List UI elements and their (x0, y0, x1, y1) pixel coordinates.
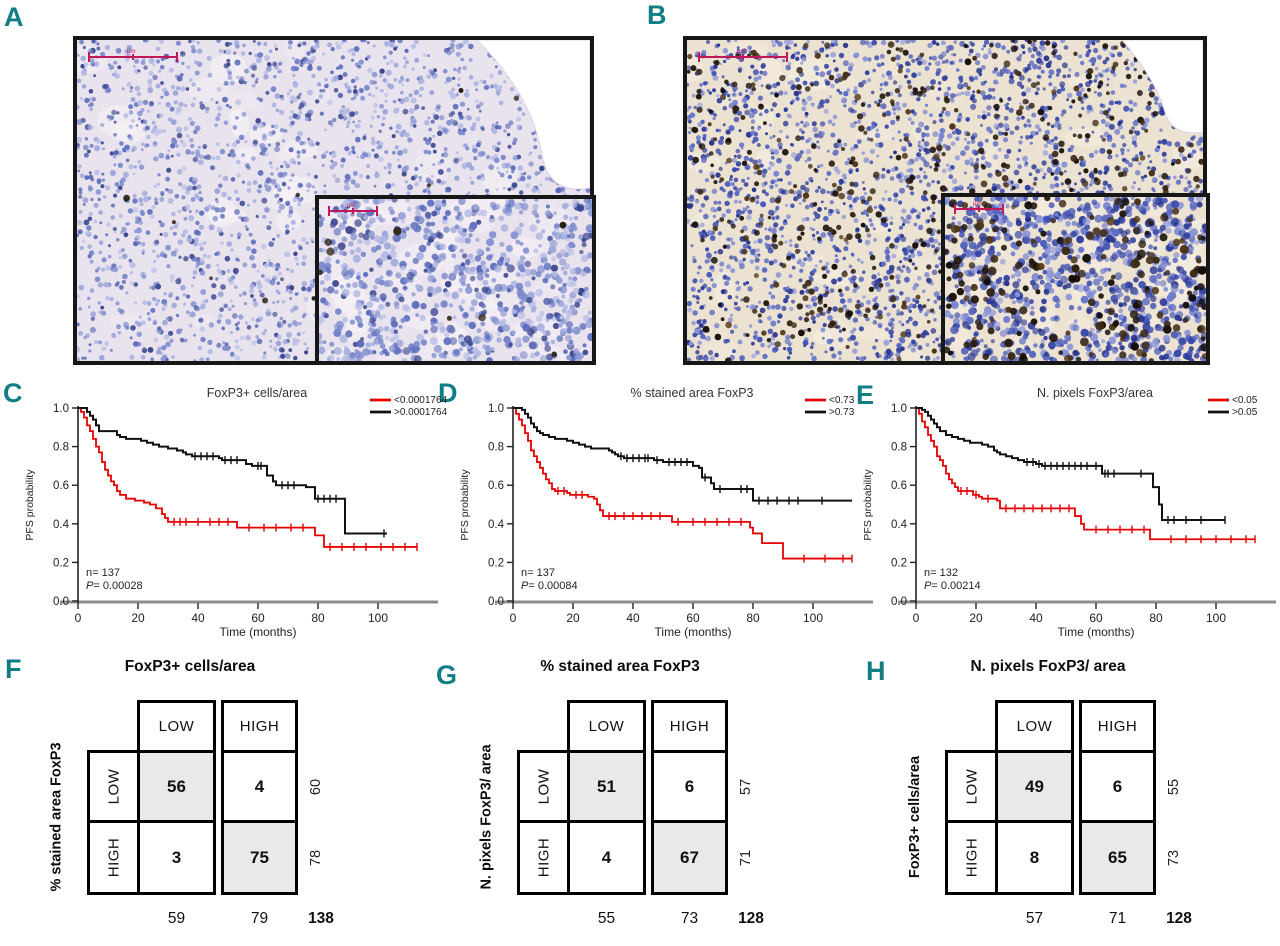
cell-high-high: 65 (1079, 820, 1156, 895)
col-header-low: LOW (995, 700, 1074, 753)
panel-label-e: E (856, 380, 875, 410)
row-header-low: LOW (517, 750, 570, 823)
panel-label-d: D (438, 378, 458, 408)
row-total: 71 (737, 849, 754, 866)
scale-bar (954, 204, 1004, 214)
table-title: FoxP3+ cells/area (124, 658, 256, 675)
cell-high-high: 75 (221, 820, 298, 895)
row-header-low: LOW (945, 750, 998, 823)
cell-low-low: 56 (137, 750, 216, 823)
col-total: 79 (250, 910, 269, 927)
y-axis-label: PFS probability (862, 469, 874, 541)
km-plot-n-pixels: N. pixels FoxP3/area 0.0 0.2 0.4 0.6 0.8 1.0 0 2… (858, 383, 1280, 641)
chart-title: FoxP3+ cells/area (207, 386, 307, 400)
km-curve (78, 407, 387, 535)
km-curve (916, 407, 1255, 541)
x-axis-label: Time (months) (1058, 625, 1135, 639)
grand-total: 128 (738, 910, 764, 927)
y-axis-label: PFS probability (24, 469, 36, 541)
row-total: 73 (1165, 849, 1182, 866)
legend-entry: >0.0001764 (394, 407, 448, 418)
col-total: 71 (1108, 910, 1127, 927)
table-row-axis-label: N. pixels FoxP3/ area (479, 744, 496, 890)
cell-low-high: 6 (1079, 750, 1156, 823)
panel-label-a: A (4, 2, 24, 32)
km-curve (916, 407, 1225, 521)
x-axis-label: Time (months) (655, 625, 732, 639)
col-header-low: LOW (137, 700, 216, 753)
panel-label-b: B (647, 0, 667, 30)
km-curve (78, 407, 417, 548)
p-annotation: P= 0.00028 (86, 580, 143, 592)
cell-high-low: 3 (137, 820, 216, 895)
panel-label-g: G (436, 660, 458, 690)
row-total: 60 (307, 778, 324, 795)
svg-text:µm: µm (127, 49, 135, 55)
cell-high-low: 8 (995, 820, 1074, 895)
km-curve (513, 407, 852, 502)
panel-label-f: F (5, 654, 22, 684)
n-annotation: n= 132 (924, 567, 958, 579)
legend-entry: >0.73 (829, 407, 855, 418)
row-total: 55 (1165, 778, 1182, 795)
grand-total: 138 (308, 910, 334, 927)
km-curve (513, 407, 852, 560)
panel-b-inset-micrograph: µm (941, 193, 1210, 365)
col-header-high: HIGH (1079, 700, 1156, 753)
table-row-axis-label: % stained area FoxP3 (49, 742, 65, 892)
cell-high-low: 4 (567, 820, 646, 895)
km-plot-foxp3-cells: FoxP3+ cells/area 0.0 0.2 0.4 0.6 0.8 1.0 0 20 40… (20, 383, 460, 641)
panel-label-h: H (866, 656, 886, 686)
row-header-high: HIGH (945, 820, 998, 895)
cell-low-low: 51 (567, 750, 646, 823)
legend-entry: <0.05 (1232, 395, 1258, 406)
cell-high-high: 67 (651, 820, 728, 895)
cell-low-low: 49 (995, 750, 1074, 823)
col-total: 55 (597, 910, 616, 927)
y-axis-label: PFS probability (459, 469, 471, 541)
p-annotation: P= 0.00214 (924, 580, 981, 592)
table-title: N. pixels FoxP3/ area (970, 658, 1126, 675)
table-row-axis-label: FoxP3+ cells/area (907, 755, 923, 879)
panel-a-inset-micrograph: µm (315, 195, 596, 365)
scale-bar (328, 206, 378, 216)
col-header-high: HIGH (651, 700, 728, 753)
row-header-high: HIGH (517, 820, 570, 895)
svg-text:µm: µm (347, 203, 355, 209)
chart-title: % stained area FoxP3 (631, 386, 754, 400)
chart-title: N. pixels FoxP3/area (1037, 386, 1153, 400)
scale-bar (698, 52, 788, 62)
n-annotation: n= 137 (521, 567, 555, 579)
legend-entry: <0.73 (829, 395, 855, 406)
col-total: 73 (680, 910, 699, 927)
cell-low-high: 4 (221, 750, 298, 823)
x-axis-label: Time (months) (220, 625, 297, 639)
scale-bar (88, 52, 178, 62)
col-total: 59 (167, 910, 186, 927)
row-header-high: HIGH (87, 820, 140, 895)
grand-total: 128 (1166, 910, 1192, 927)
row-total: 78 (307, 849, 324, 866)
p-annotation: P= 0.00084 (521, 580, 578, 592)
table-g: % stained area FoxP3 N. pixels FoxP3/ are… (450, 658, 810, 943)
row-total: 57 (737, 778, 754, 795)
col-header-high: HIGH (221, 700, 298, 753)
legend-entry: <0.0001764 (394, 395, 448, 406)
col-header-low: LOW (567, 700, 646, 753)
cell-low-high: 6 (651, 750, 728, 823)
table-h: N. pixels FoxP3/ area FoxP3+ cells/area LO… (878, 658, 1238, 943)
col-total: 57 (1025, 910, 1044, 927)
table-title: % stained area FoxP3 (540, 658, 700, 675)
n-annotation: n= 137 (86, 567, 120, 579)
table-f: FoxP3+ cells/area % stained area FoxP3 LOW… (20, 658, 380, 943)
legend-entry: >0.05 (1232, 407, 1258, 418)
row-header-low: LOW (87, 750, 140, 823)
km-plot-stained-area: % stained area FoxP3 0.0 0.2 0.4 0.6 0.8 1.0 0 2… (455, 383, 895, 641)
panel-label-c: C (3, 378, 23, 408)
